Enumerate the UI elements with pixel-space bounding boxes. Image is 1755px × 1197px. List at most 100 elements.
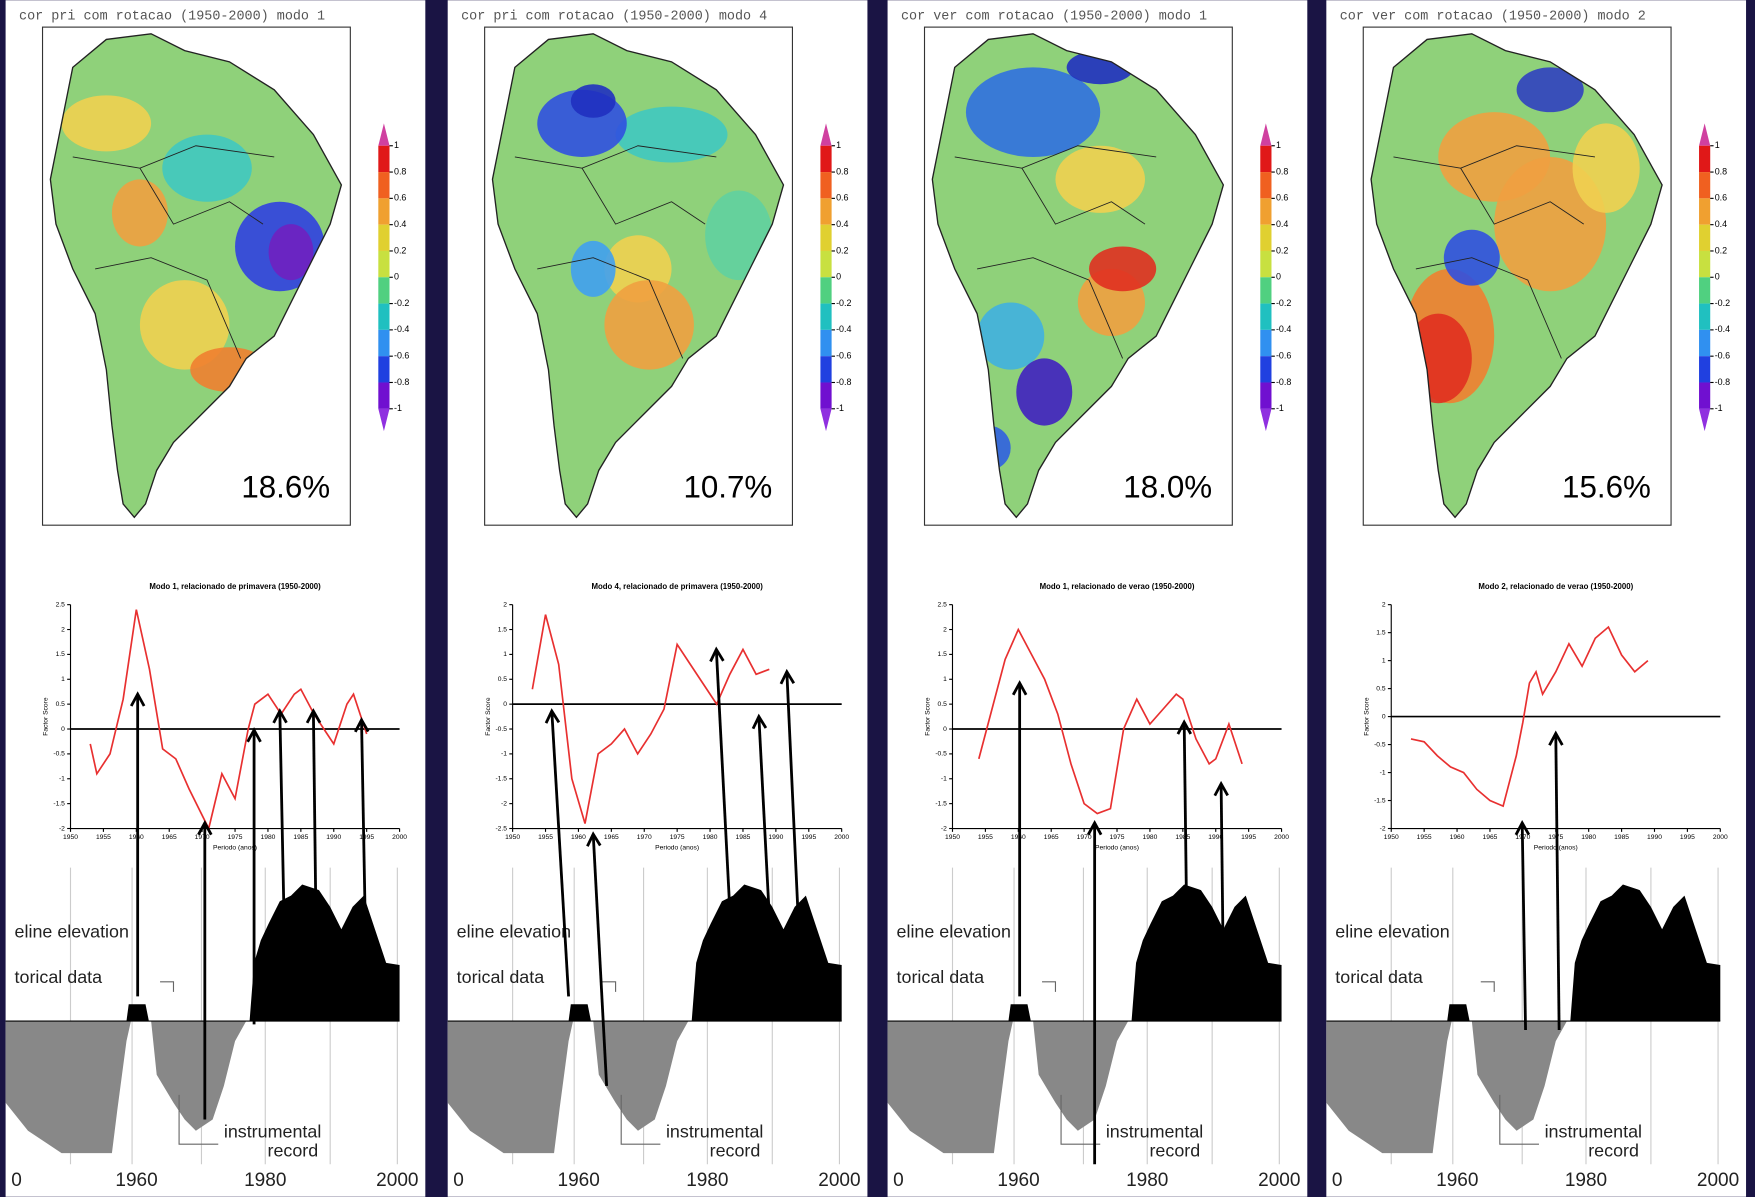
colorbar-segment <box>1699 329 1711 357</box>
y-tick-label: -1.5 <box>1374 797 1386 804</box>
elevation-axis-label: 2000 <box>1697 1170 1739 1191</box>
map-region <box>61 95 152 152</box>
colorbar-segment <box>1260 250 1272 278</box>
x-tick-label: 1955 <box>538 834 553 841</box>
colorbar-tick-label: -0.6 <box>1715 351 1730 361</box>
x-tick-label: 1980 <box>1581 834 1596 841</box>
x-tick-label: 1955 <box>1417 834 1432 841</box>
colorbar-segment <box>1260 382 1272 409</box>
map-title: cor pri com rotacao (1950-2000) modo 1 <box>19 9 325 24</box>
map-title: cor ver com rotacao (1950-2000) modo 2 <box>1340 9 1646 24</box>
map-region <box>615 106 728 163</box>
colorbar-tick-label: 0.6 <box>1276 193 1288 203</box>
y-tick-label: -1 <box>501 751 507 758</box>
elevation-axis-label: 1980 <box>686 1170 728 1191</box>
colorbar-tick-label: -0.2 <box>836 298 851 308</box>
colorbar-tick-label: 0.2 <box>836 245 848 255</box>
elevation-axis-label: 1980 <box>1565 1170 1607 1191</box>
colorbar-tick-label: 0 <box>394 272 399 282</box>
colorbar-segment <box>820 277 832 304</box>
x-tick-label: 1995 <box>1680 834 1695 841</box>
elevation-axis-label: 1960 <box>997 1170 1039 1191</box>
colorbar-tick-label: -1 <box>836 403 844 413</box>
variance-label: 18.6% <box>241 470 330 505</box>
colorbar-segment <box>1260 329 1272 357</box>
map-outline <box>491 33 785 519</box>
y-tick-label: 2.5 <box>938 601 948 608</box>
elevation-below <box>1326 1021 1567 1154</box>
y-tick-label: -1.5 <box>495 776 507 783</box>
series-line <box>531 614 770 824</box>
arrow <box>278 710 287 986</box>
y-tick-label: -2 <box>501 800 507 807</box>
map-region <box>111 179 168 247</box>
variance-label: 15.6% <box>1562 470 1651 505</box>
elevation-bump <box>568 1004 591 1022</box>
elevation-axis-label: 1960 <box>558 1170 600 1191</box>
colorbar-segment <box>820 382 832 409</box>
colorbar-segment <box>1699 172 1711 199</box>
colorbar-segment <box>820 250 832 278</box>
map-title: cor ver com rotacao (1950-2000) modo 1 <box>901 9 1207 24</box>
y-tick-label: -0.5 <box>495 726 507 733</box>
x-tick-label: 1990 <box>768 834 783 841</box>
arrow <box>1182 722 1189 986</box>
colorbar-cap <box>820 123 832 146</box>
arrow <box>785 671 802 963</box>
x-tick-label: 1970 <box>195 834 210 841</box>
x-tick-label: 1970 <box>637 834 652 841</box>
colorbar-tick-label: -0.4 <box>394 324 409 334</box>
y-tick-label: 0 <box>943 726 947 733</box>
arrow-head <box>1086 819 1103 836</box>
y-axis-label: Factor Score <box>1363 697 1370 736</box>
colorbar-tick-label: -0.6 <box>1276 351 1291 361</box>
colorbar-cap <box>820 408 832 432</box>
panel: cor pri com rotacao (1950-2000) modo 410… <box>447 0 868 1197</box>
y-tick-label: -0.5 <box>935 751 947 758</box>
elevation-label: eline elevation <box>1335 921 1449 941</box>
map-region <box>1089 246 1157 292</box>
arrow-head <box>586 831 602 847</box>
arrow <box>550 710 570 997</box>
colorbar-segment <box>820 303 832 330</box>
x-tick-label: 1975 <box>670 834 685 841</box>
border-line <box>1415 257 1562 359</box>
elevation-bump <box>1447 1004 1470 1022</box>
y-tick-label: 0 <box>61 726 65 733</box>
arrow-head <box>1514 819 1531 836</box>
chart-title: Modo 1, relacionado de primavera (1950-2… <box>149 582 321 591</box>
x-tick-label: 1990 <box>326 834 341 841</box>
panel: cor ver com rotacao (1950-2000) modo 1 18… <box>887 0 1308 1197</box>
elevation-label: record <box>710 1141 761 1161</box>
x-tick-label: 1985 <box>293 834 308 841</box>
arrow <box>714 649 735 975</box>
y-tick-label: 0.5 <box>1376 685 1386 692</box>
elevation-axis-label: 1980 <box>1126 1170 1168 1191</box>
x-tick-label: 1970 <box>1077 834 1092 841</box>
colorbar-tick-label: 1 <box>394 140 399 150</box>
x-tick-label: 1950 <box>505 834 520 841</box>
y-tick-label: 2 <box>61 626 65 633</box>
colorbar-tick-label: -1 <box>1715 403 1723 413</box>
colorbar-tick-label: 0.2 <box>394 245 406 255</box>
x-axis-label: Periodo (anos) <box>213 844 257 851</box>
arrow-head <box>197 819 213 836</box>
colorbar-segment <box>378 172 390 199</box>
colorbar-tick-label: 0.8 <box>1715 166 1727 176</box>
map-frame <box>41 26 351 526</box>
x-tick-label: 1985 <box>1614 834 1629 841</box>
colorbar-tick-label: 1 <box>836 140 841 150</box>
y-tick-label: 1.5 <box>56 651 66 658</box>
data-bracket <box>1042 981 1057 992</box>
x-tick-label: 1985 <box>1175 834 1190 841</box>
elevation-above <box>1131 884 1282 1022</box>
colorbar-segment <box>1260 172 1272 199</box>
elevation-label: record <box>268 1141 319 1161</box>
colorbar-segment <box>1260 303 1272 330</box>
colorbar-tick-label: 0.8 <box>836 166 848 176</box>
x-tick-label: 1985 <box>736 834 751 841</box>
elevation-axis-label: 1960 <box>1436 1170 1478 1191</box>
arrow-head <box>246 727 262 743</box>
colorbar-segment <box>378 250 390 278</box>
